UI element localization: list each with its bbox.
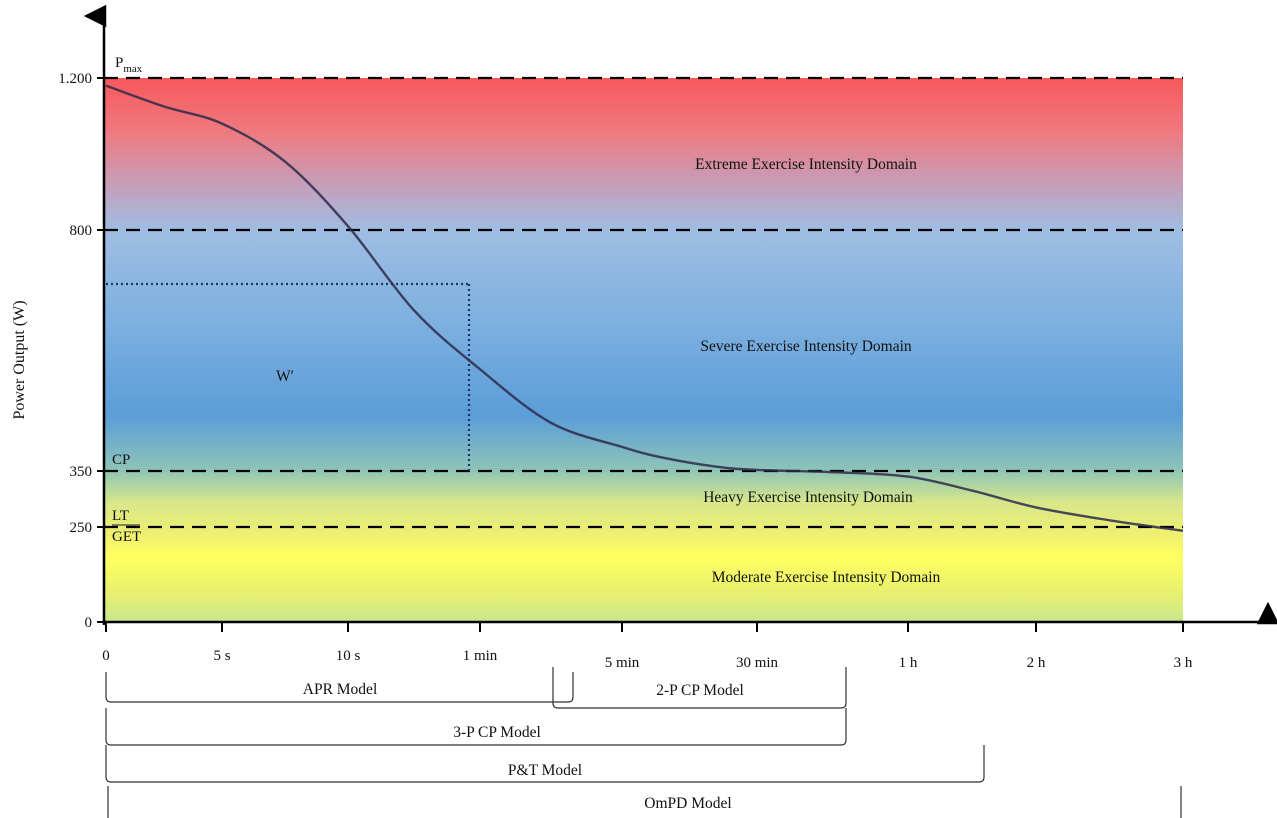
power-duration-curve — [105, 84, 1184, 532]
reference-lines — [104, 76, 1183, 529]
x-tick-label: 30 min — [736, 655, 779, 671]
x-tick-label: 0 — [102, 648, 110, 664]
y-ticks: 1.200 800 350 250 0 — [58, 71, 104, 631]
model-label: P&T Model — [508, 762, 582, 779]
model-brackets: APR Model 2-P CP Model 3-P CP Model P&T Mod… — [105, 667, 1182, 818]
domain-label-severe: Severe Exercise Intensity Domain — [700, 338, 912, 355]
y-tick-label: 800 — [70, 223, 93, 239]
y-tick-label: 350 — [70, 464, 93, 480]
model-bracket — [105, 708, 847, 746]
x-tick-label: 10 s — [336, 648, 361, 664]
y-axis-label: Power Output (W) — [11, 300, 28, 419]
x-ticks: 0 5 s 10 s 1 min 5 min 30 min 1 h 2 h 3 h — [102, 622, 1193, 671]
x-tick-label: 5 s — [213, 648, 230, 664]
domain-background — [104, 78, 1183, 622]
model-bracket — [105, 672, 574, 703]
x-tick-label: 3 h — [1174, 655, 1193, 671]
model-bracket — [105, 745, 985, 783]
y-tick-label: 250 — [70, 520, 93, 536]
model-label: 3-P CP Model — [453, 724, 541, 741]
cp-label: CP — [112, 452, 130, 468]
x-tick-label: 1 min — [463, 648, 498, 664]
w-prime-label: W′ — [276, 368, 294, 385]
lt-label: LT — [112, 508, 129, 524]
domain-label-extreme: Extreme Exercise Intensity Domain — [695, 156, 917, 173]
y-tick-label: 0 — [85, 615, 93, 631]
model-label: 2-P CP Model — [656, 682, 744, 699]
model-bracket — [552, 667, 847, 709]
y-tick-label: 1.200 — [58, 71, 92, 87]
x-tick-label: 5 min — [605, 655, 640, 671]
domain-label-moderate: Moderate Exercise Intensity Domain — [712, 569, 941, 586]
x-tick-label: 1 h — [899, 655, 918, 671]
x-tick-label: 2 h — [1027, 655, 1046, 671]
get-label: GET — [112, 529, 141, 545]
pmax-label: Pmax — [115, 55, 143, 75]
w-prime-area — [106, 282, 471, 471]
model-label: APR Model — [303, 681, 378, 698]
domain-label-heavy: Heavy Exercise Intensity Domain — [703, 489, 913, 506]
model-label: OmPD Model — [644, 795, 731, 812]
